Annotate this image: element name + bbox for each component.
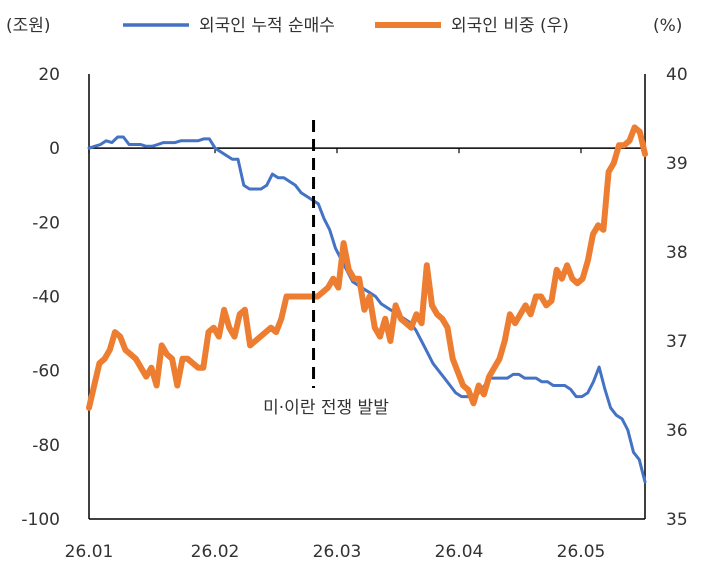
x-tick-label: 26.04	[435, 542, 484, 562]
right-tick-label: 37	[666, 332, 688, 352]
legend-label-cumulative: 외국인 누적 순매수	[199, 16, 335, 36]
right-tick-label: 39	[666, 154, 688, 174]
left-tick-label: -40	[32, 288, 60, 308]
left-tick-label: -80	[32, 436, 60, 456]
annotation: 미·이란 전쟁 발발	[263, 120, 389, 418]
right-tick-label: 36	[666, 421, 688, 441]
left-tick-label: -20	[32, 213, 60, 233]
right-tick-label: 38	[666, 243, 688, 263]
right-axis-unit: (%)	[653, 16, 682, 36]
left-tick-label: 20	[38, 65, 60, 85]
right-axis-ticks: 40 39 38 37 36 35	[666, 65, 688, 530]
series-layer	[86, 124, 648, 484]
legend: 외국인 누적 순매수 외국인 비중 (우)	[123, 16, 569, 36]
left-axis-ticks: 20 0 -20 -40 -60 -80 -100	[21, 65, 60, 530]
legend-label-share: 외국인 비중 (우)	[451, 16, 569, 36]
x-tick-label: 26.02	[191, 542, 240, 562]
x-axis-ticks: 26.01 26.02 26.03 26.04 26.05	[65, 542, 606, 562]
left-tick-label: 0	[49, 139, 60, 159]
x-tick-label: 26.05	[557, 542, 606, 562]
right-tick-label: 35	[666, 510, 688, 530]
x-tick-label: 26.01	[65, 542, 114, 562]
annotation-label: 미·이란 전쟁 발발	[263, 398, 389, 418]
left-tick-label: -60	[32, 362, 60, 382]
left-axis-unit: (조원)	[6, 16, 51, 36]
x-tick-label: 26.03	[313, 542, 362, 562]
left-tick-label: -100	[21, 510, 60, 530]
series-line-cumulative-net-buy	[87, 135, 647, 484]
right-tick-label: 40	[666, 65, 688, 85]
series-line-foreign-share	[86, 124, 648, 411]
